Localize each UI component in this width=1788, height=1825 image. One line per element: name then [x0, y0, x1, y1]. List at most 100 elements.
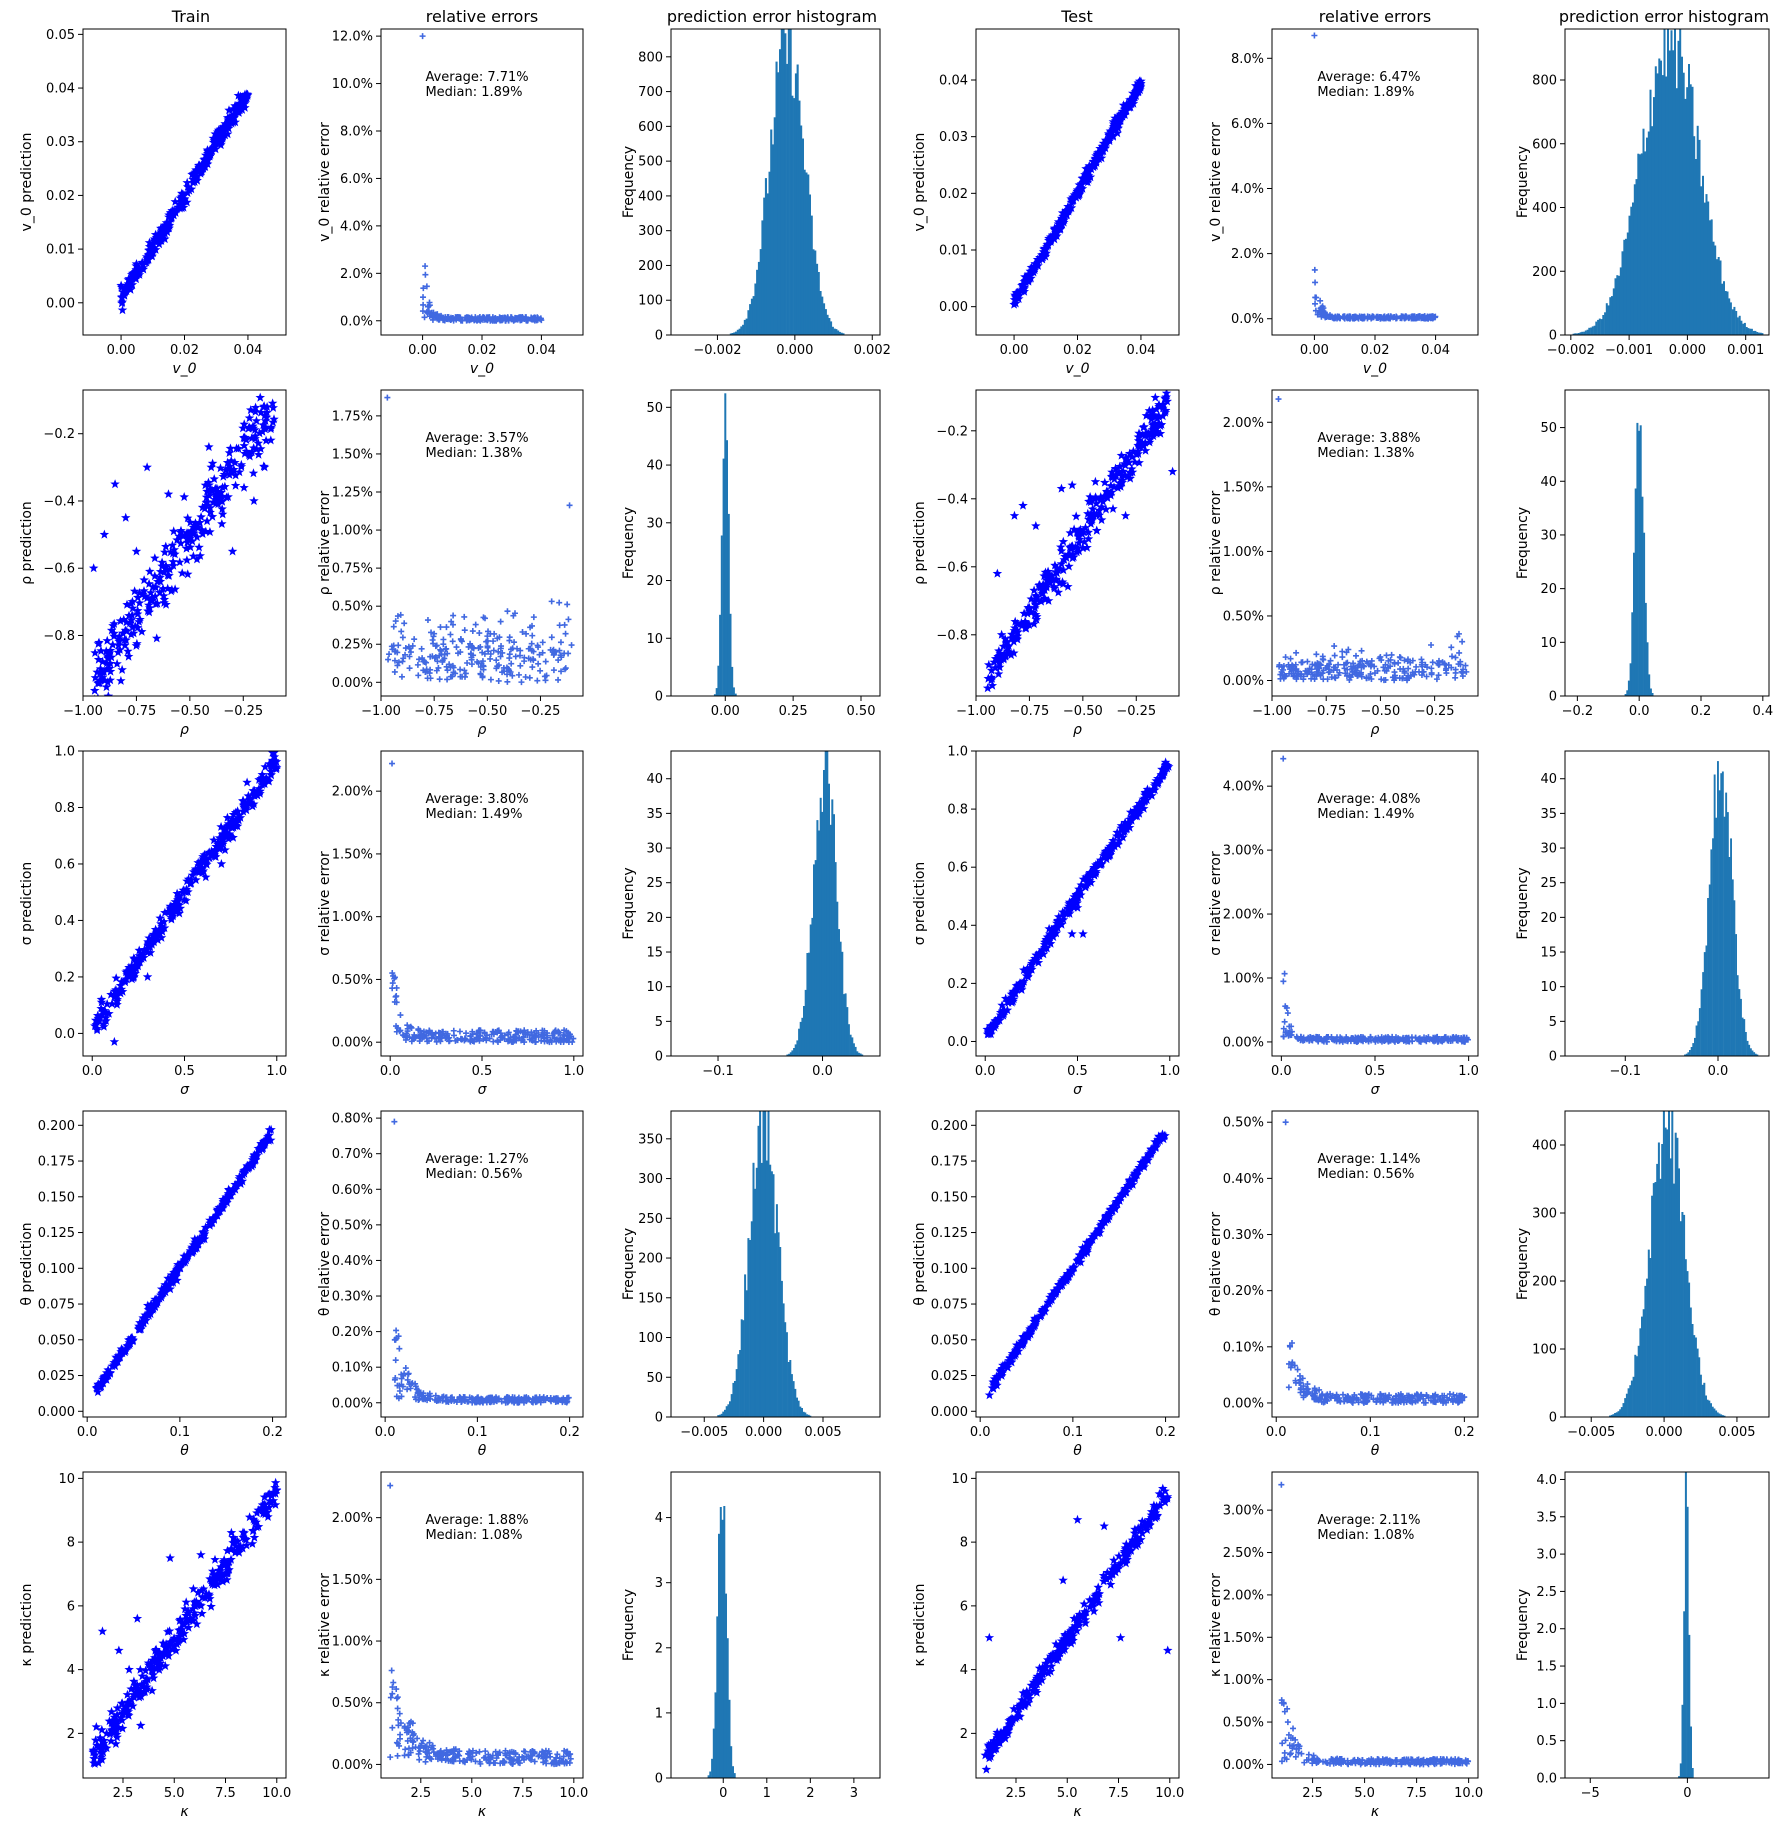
train-v0-scatter-point	[234, 98, 245, 108]
train-v0-hist-bar	[780, 29, 783, 335]
test-sigma-hist-bar	[1710, 849, 1713, 1056]
train-rho-relerr-ytick-label: 1.25%	[332, 486, 373, 501]
test-v0-hist-bar	[1619, 267, 1622, 335]
test-sigma-hist-xtick-label: −0.1	[1609, 1064, 1641, 1079]
train-v0-scatter-point	[122, 280, 132, 290]
train-rho-scatter-point	[144, 578, 154, 588]
train-theta-scatter-point	[101, 1370, 112, 1380]
train-theta-scatter-xlabel: θ	[180, 1443, 189, 1459]
train-theta-relerr-max-point	[391, 1118, 398, 1125]
test-v0-relerr-point	[1311, 266, 1318, 273]
test-sigma-scatter-point	[1034, 948, 1044, 958]
test-rho-relerr-point	[1314, 660, 1321, 667]
train-sigma-relerr-point	[467, 1033, 474, 1040]
train-v0-scatter-point	[116, 280, 126, 290]
test-v0-hist-bar	[1588, 327, 1591, 335]
test-v0-hist-bar	[1733, 306, 1736, 335]
test-rho-scatter-point	[1083, 508, 1093, 518]
test-v0-scatter-point	[1057, 219, 1068, 229]
test-rho-scatter-point	[1021, 617, 1031, 627]
train-sigma-relerr-point	[416, 1038, 423, 1045]
test-v0-hist-bar	[1584, 330, 1587, 335]
test-rho-scatter-point	[1017, 620, 1027, 630]
train-theta-hist-bar	[762, 1111, 765, 1417]
train-theta-scatter-point	[212, 1205, 223, 1215]
train-rho-scatter-point	[230, 457, 240, 467]
train-rho-scatter-point	[126, 629, 136, 639]
test-v0-hist-bar	[1742, 323, 1745, 335]
train-sigma-scatter-point	[243, 791, 254, 801]
test-rho-scatter-point	[1095, 495, 1106, 504]
train-sigma-hist-bar	[813, 864, 815, 1056]
train-theta-scatter-point	[140, 1310, 150, 1320]
train-theta-relerr-point	[391, 1336, 398, 1343]
train-rho-scatter-point	[188, 522, 199, 532]
train-rho-relerr-point	[512, 653, 519, 660]
test-rho-hist-bar	[1646, 642, 1649, 696]
train-rho-relerr-point	[418, 645, 425, 652]
test-rho-scatter-point	[1030, 599, 1041, 609]
test-rho-scatter-point	[1029, 585, 1039, 595]
test-sigma-scatter-point	[1026, 960, 1037, 970]
train-rho-relerr-point	[556, 599, 563, 606]
test-rho-scatter-point	[1101, 504, 1111, 514]
train-v0-scatter-point	[208, 133, 219, 143]
train-v0-scatter-point	[239, 99, 250, 109]
train-sigma-scatter-point	[194, 860, 204, 870]
train-v0-relerr-point	[463, 317, 470, 324]
test-rho-hist-bar	[1629, 663, 1632, 696]
train-sigma-relerr-point	[477, 1027, 484, 1034]
test-sigma-hist-marks	[1684, 761, 1759, 1056]
train-rho-relerr-point	[464, 659, 471, 666]
train-rho-hist-ytick-label: 20	[646, 574, 663, 589]
train-sigma-hist-bar	[798, 1028, 801, 1056]
train-rho-relerr-point	[555, 657, 562, 664]
train-rho-relerr-point	[462, 670, 469, 677]
test-sigma-scatter-point	[1118, 827, 1129, 837]
train-theta-scatter: 0.0 0.1 0.20.0000.0250.0500.0750.1000.1250…	[19, 1110, 287, 1459]
test-v0-hist-bar	[1695, 159, 1697, 335]
train-sigma-relerr-point	[526, 1036, 533, 1043]
test-sigma-relerr-point	[1423, 1038, 1430, 1045]
train-rho-relerr-point	[461, 627, 468, 634]
train-rho-relerr-point	[561, 621, 568, 628]
train-v0-relerr-ytick-label: 10.0%	[332, 77, 373, 92]
train-theta-scatter-xtick-label: 0.0	[77, 1425, 98, 1440]
test-rho-scatter-point	[1071, 511, 1081, 521]
train-rho-scatter-point	[184, 528, 194, 538]
train-rho-relerr-point	[468, 656, 475, 663]
train-sigma-hist-bar	[823, 770, 825, 1056]
test-rho-relerr-point	[1286, 663, 1293, 670]
train-sigma-relerr-point	[486, 1035, 493, 1042]
train-rho-scatter-point	[103, 677, 113, 687]
test-rho-relerr-ylabel: ρ relative error	[1208, 491, 1224, 596]
train-theta-scatter-point	[109, 1357, 119, 1367]
test-sigma-relerr-point	[1445, 1037, 1452, 1044]
train-sigma-scatter-point	[228, 832, 238, 842]
test-rho-scatter-point	[1142, 429, 1152, 439]
train-rho-relerr-point	[527, 656, 534, 663]
test-rho-scatter-point	[987, 673, 997, 683]
train-v0-hist-bar	[814, 250, 817, 335]
test-sigma-hist-bar	[1703, 952, 1706, 1056]
train-v0-scatter-point	[127, 269, 137, 279]
test-sigma-relerr-xtick-label: 0.5	[1365, 1064, 1386, 1079]
train-rho-relerr-point	[411, 636, 418, 643]
train-rho-scatter-xtick-label: −0.25	[223, 704, 263, 719]
train-v0-relerr-point	[420, 294, 427, 301]
test-sigma-relerr-ylabel: σ relative error	[1208, 851, 1224, 956]
test-v0-scatter-point	[1117, 109, 1127, 119]
train-sigma-relerr-point	[450, 1032, 457, 1039]
test-sigma-scatter-point	[1105, 841, 1115, 851]
train-theta-relerr-point	[468, 1395, 475, 1402]
train-sigma-relerr-point	[393, 1028, 400, 1035]
test-sigma-scatter-point	[1140, 796, 1150, 806]
test-rho-scatter-point	[1082, 542, 1092, 552]
test-rho-relerr-point	[1418, 672, 1425, 679]
train-sigma-relerr-point	[528, 1029, 535, 1036]
test-sigma-scatter-xtick-label: 0.0	[975, 1064, 996, 1079]
train-theta-hist-bar	[732, 1382, 735, 1417]
train-sigma-scatter-point	[255, 786, 265, 796]
test-sigma-scatter-ytick-label: 0.6	[947, 861, 968, 876]
